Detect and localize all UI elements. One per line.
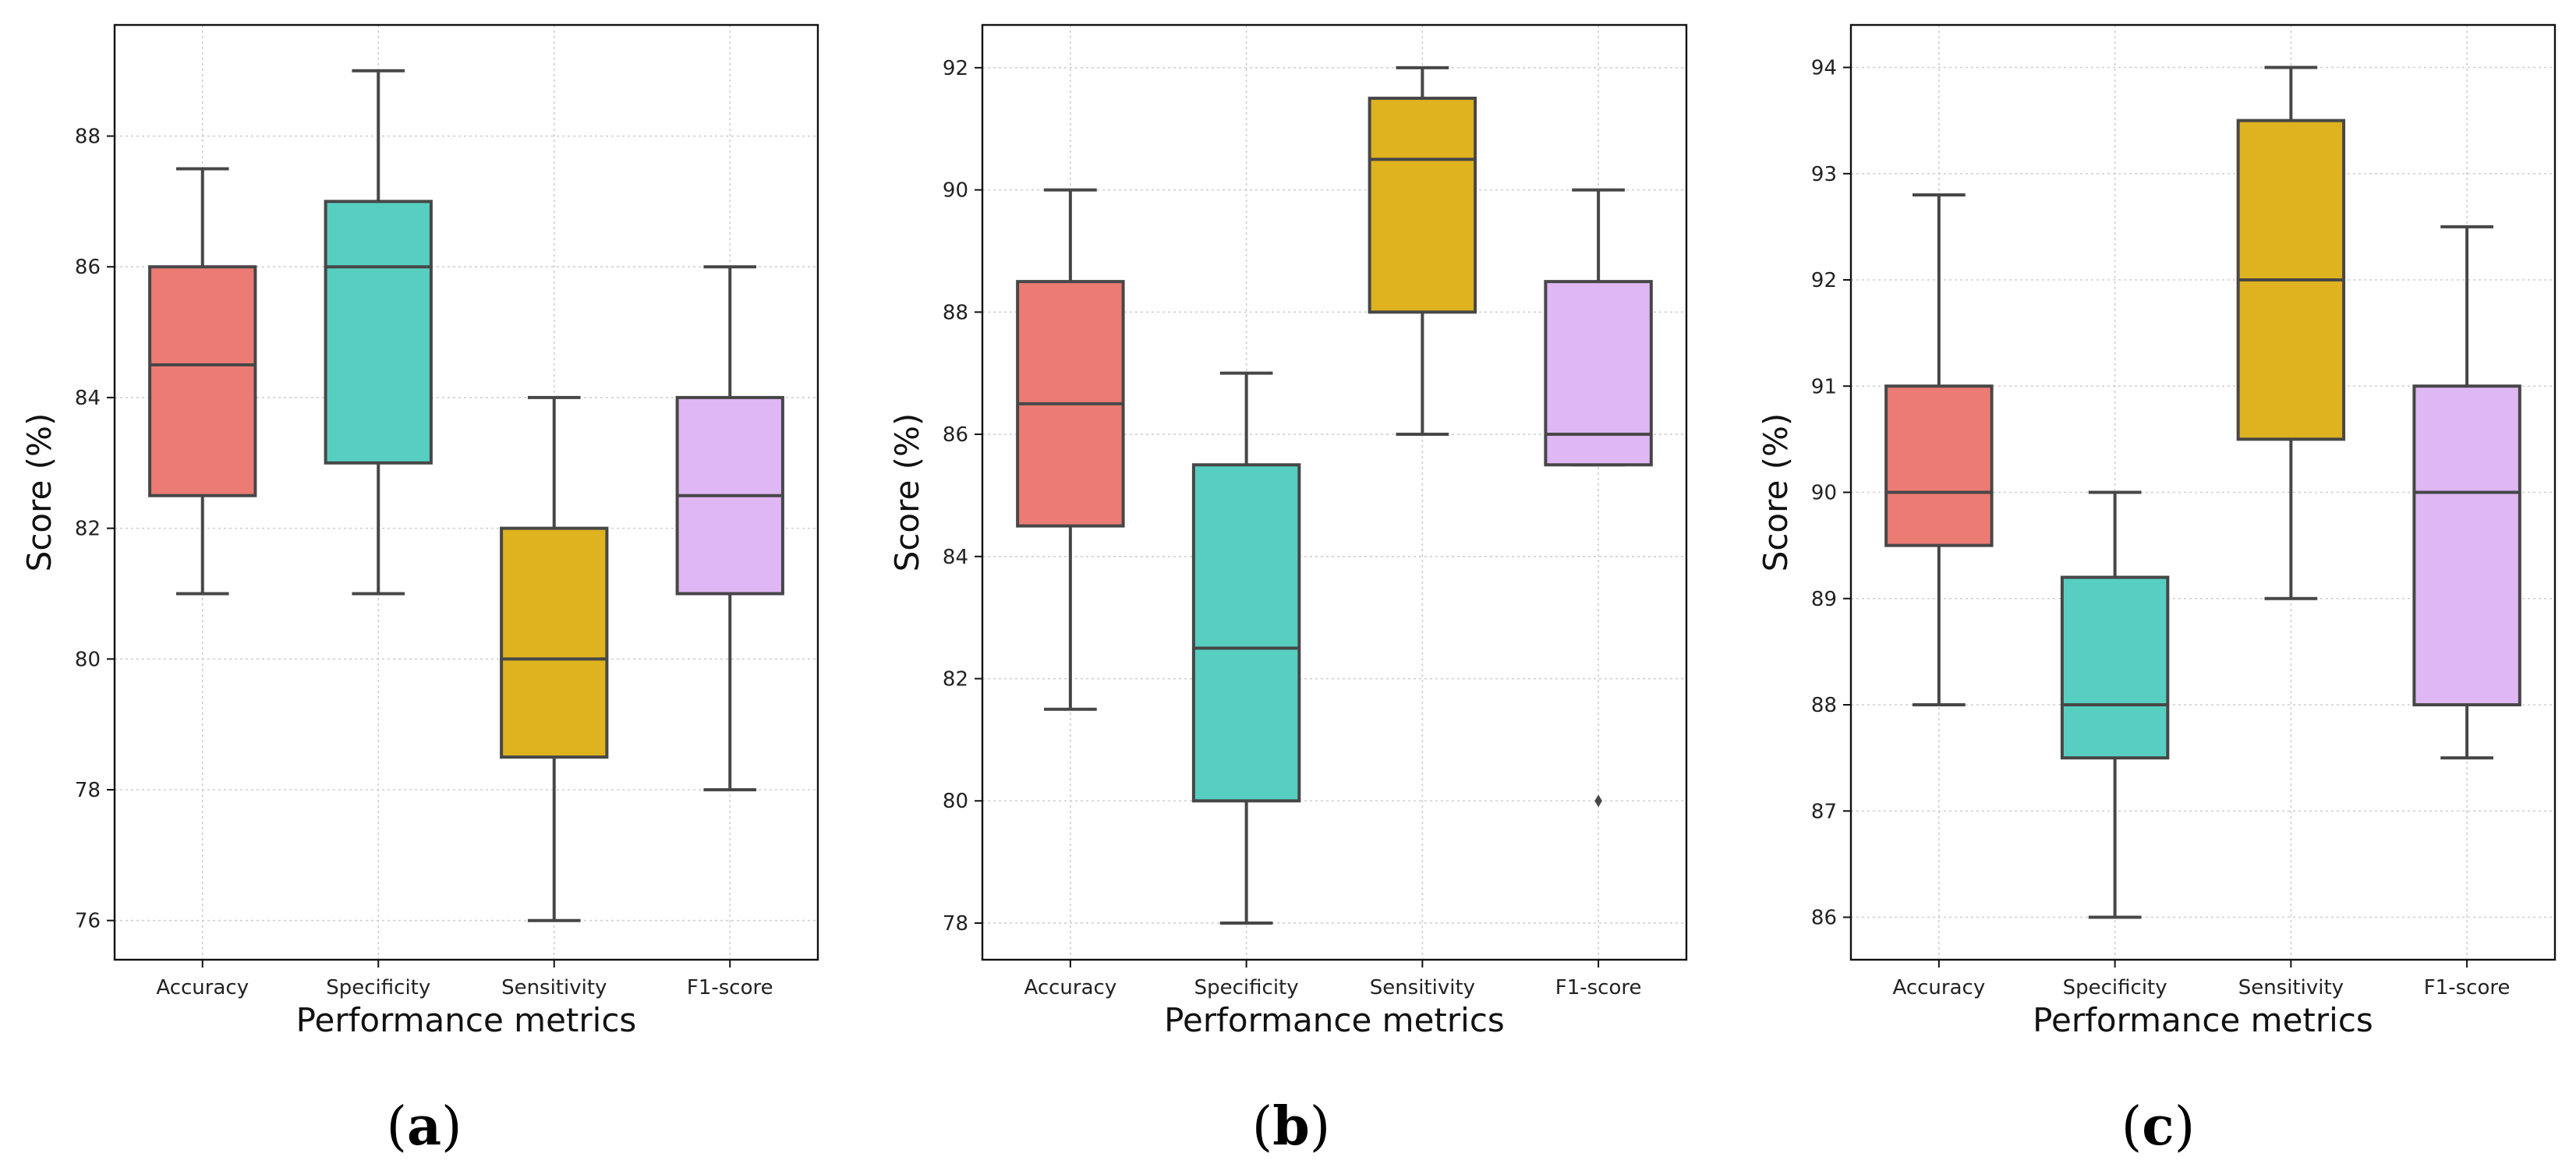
x-tick-label: Specificity (1194, 976, 1299, 999)
outlier-point (1594, 794, 1602, 808)
y-tick-label: 90 (1811, 482, 1837, 505)
y-tick-label: 76 (75, 910, 101, 933)
box-f1-score (675, 265, 784, 791)
box-specificity (324, 69, 433, 596)
y-tick-label: 88 (943, 301, 968, 324)
x-axis-title: Performance metrics (2033, 1001, 2373, 1039)
x-tick-label: F1-score (1555, 976, 1642, 999)
y-tick-label: 88 (75, 126, 101, 149)
box-accuracy (148, 167, 257, 596)
y-tick-label: 92 (943, 57, 968, 80)
iqr-box (148, 265, 257, 497)
iqr-box (500, 526, 609, 759)
x-tick-label: Specificity (2063, 976, 2167, 999)
box-sensitivity (500, 395, 609, 922)
x-axis-title: Performance metrics (296, 1001, 637, 1039)
y-tick-label: 90 (943, 179, 968, 203)
y-tick-label: 91 (1811, 375, 1837, 398)
chart-panel-c: 86 87 88 89 90 91 92 93 94 Accuracy Specificity Sen… (1757, 23, 2557, 1158)
y-tick-label: 87 (1811, 800, 1837, 823)
y-tick-label: 89 (1811, 588, 1837, 611)
iqr-box (2412, 384, 2521, 706)
x-tick-label: Accuracy (1024, 976, 1117, 999)
y-tick-label: 84 (75, 387, 101, 410)
box-specificity (1191, 371, 1301, 925)
box-accuracy (1884, 193, 1994, 706)
iqr-box (1544, 280, 1653, 467)
chart-panel-a: 76 78 80 82 84 86 88 Accuracy Specificity Sensiti… (20, 23, 819, 1158)
y-tick-label: 86 (943, 423, 968, 447)
box-specificity (2060, 490, 2170, 919)
y-axis-title: Score (%) (888, 413, 926, 572)
y-tick-label: 80 (75, 648, 101, 671)
x-tick-label: Accuracy (1893, 976, 1986, 999)
iqr-box (1884, 384, 1994, 547)
x-tick-label: Accuracy (156, 976, 249, 999)
chart-panel-b: 78 80 82 84 86 88 90 92 Accuracy Specificity Sensi… (888, 23, 1688, 1158)
box-f1-score (2412, 225, 2521, 760)
y-tick-label: 82 (75, 518, 101, 541)
y-tick-label: 78 (75, 779, 101, 802)
y-tick-label: 86 (1811, 907, 1837, 930)
y-axis-title: Score (%) (20, 413, 58, 572)
x-tick-label: Sensitivity (501, 976, 607, 999)
box-f1-score (1544, 188, 1653, 808)
x-axis-title: Performance metrics (1164, 1001, 1505, 1039)
y-tick-label: 86 (75, 256, 101, 279)
y-tick-label: 82 (943, 668, 968, 692)
y-tick-label: 93 (1811, 163, 1837, 186)
y-tick-label: 84 (943, 546, 968, 569)
y-tick-label: 94 (1811, 57, 1837, 80)
y-tick-label: 80 (943, 790, 968, 813)
plot-frame (981, 23, 1688, 961)
panel-label: (a) (386, 1095, 462, 1158)
panel-label: (c) (2121, 1095, 2195, 1158)
panel-label: (b) (1252, 1095, 1331, 1158)
x-tick-label: Sensitivity (1370, 976, 1475, 999)
y-tick-label: 92 (1811, 269, 1837, 292)
y-axis-title: Score (%) (1757, 413, 1795, 572)
y-tick-label: 78 (943, 912, 968, 936)
x-tick-label: F1-score (687, 976, 773, 999)
plot-frame (113, 23, 819, 961)
iqr-box (2060, 575, 2170, 760)
box-accuracy (1016, 188, 1125, 711)
iqr-box (324, 200, 433, 465)
y-tick-label: 88 (1811, 694, 1837, 717)
iqr-box (1368, 97, 1477, 314)
iqr-box (1191, 463, 1301, 803)
x-tick-label: F1-score (2424, 976, 2511, 999)
x-tick-label: Specificity (326, 976, 430, 999)
box-sensitivity (2236, 65, 2346, 600)
box-sensitivity (1368, 65, 1477, 437)
x-tick-label: Sensitivity (2238, 976, 2344, 999)
